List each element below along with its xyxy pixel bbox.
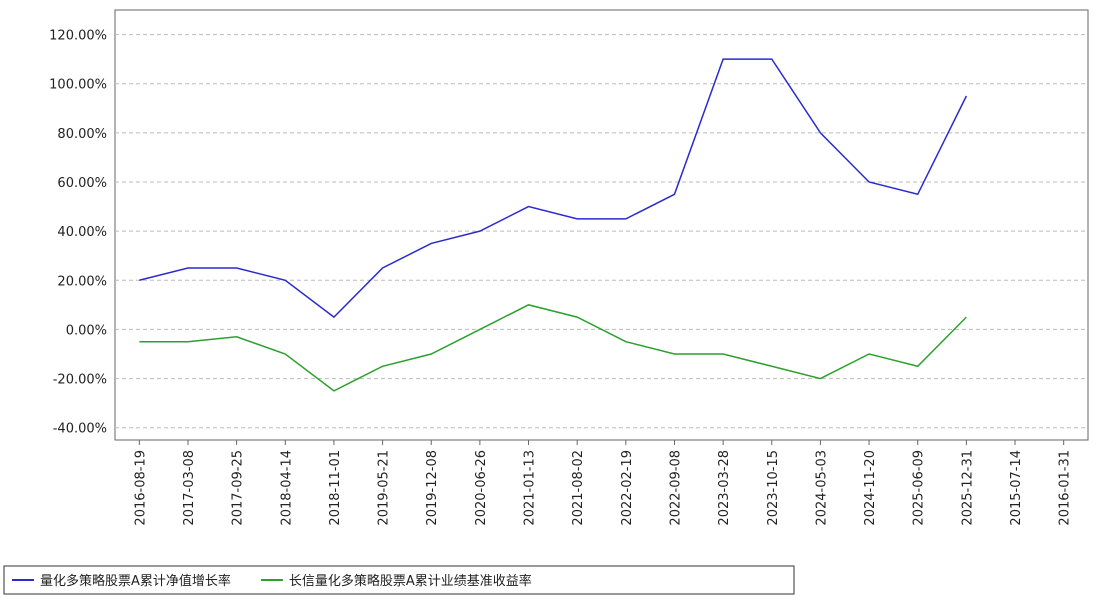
x-tick-label: 2015-07-14 (1009, 450, 1024, 526)
y-tick-label: 120.00% (49, 29, 107, 44)
y-tick-label: 20.00% (57, 274, 107, 289)
y-tick-label: 0.00% (66, 323, 107, 338)
x-tick-label: 2024-05-03 (814, 450, 829, 526)
x-tick-label: 2025-12-31 (960, 450, 975, 526)
x-tick-label: 2018-04-14 (279, 450, 294, 526)
x-tick-label: 2017-03-08 (182, 450, 197, 526)
plot-frame (115, 10, 1088, 440)
x-tick-label: 2019-05-21 (377, 450, 392, 526)
x-tick-label: 2020-06-26 (474, 450, 489, 526)
series-line (139, 59, 966, 317)
chart: -40.00% -20.00% 0.00% 20.00% 40.00% 60.00% 80.… (0, 0, 1109, 599)
series-line (139, 305, 966, 391)
x-tick-label: 2021-08-02 (571, 450, 586, 526)
x-tick-label: 2017-09-25 (231, 450, 246, 526)
x-tick-label: 2023-10-15 (766, 450, 781, 526)
y-tick-label: -20.00% (53, 373, 107, 388)
page: {"chart_data": {"type": "line", "categor… (0, 0, 1109, 603)
y-tick-label: -40.00% (53, 422, 107, 437)
x-tick-label: 2023-03-28 (717, 450, 732, 526)
x-tick-label: 2018-11-01 (328, 450, 343, 526)
legend-label: 量化多策略股票A累计净值增长率 (40, 573, 231, 589)
x-tick-label: 2019-12-08 (425, 450, 440, 526)
y-tick-label: 100.00% (49, 78, 107, 93)
legend-label: 长信量化多策略股票A累计业绩基准收益率 (289, 573, 532, 589)
x-tick-label: 2016-01-31 (1058, 450, 1073, 526)
x-tick-label: 2022-02-19 (620, 450, 635, 526)
y-tick-label: 60.00% (57, 176, 107, 191)
x-tick-label: 2021-01-13 (523, 450, 538, 526)
x-tick-label: 2024-11-20 (863, 450, 878, 526)
x-tick-label: 2022-09-08 (668, 450, 683, 526)
x-tick-label: 2016-08-19 (133, 450, 148, 526)
x-tick-label: 2025-06-09 (912, 450, 927, 526)
y-tick-label: 40.00% (57, 225, 107, 240)
y-tick-label: 80.00% (57, 127, 107, 142)
